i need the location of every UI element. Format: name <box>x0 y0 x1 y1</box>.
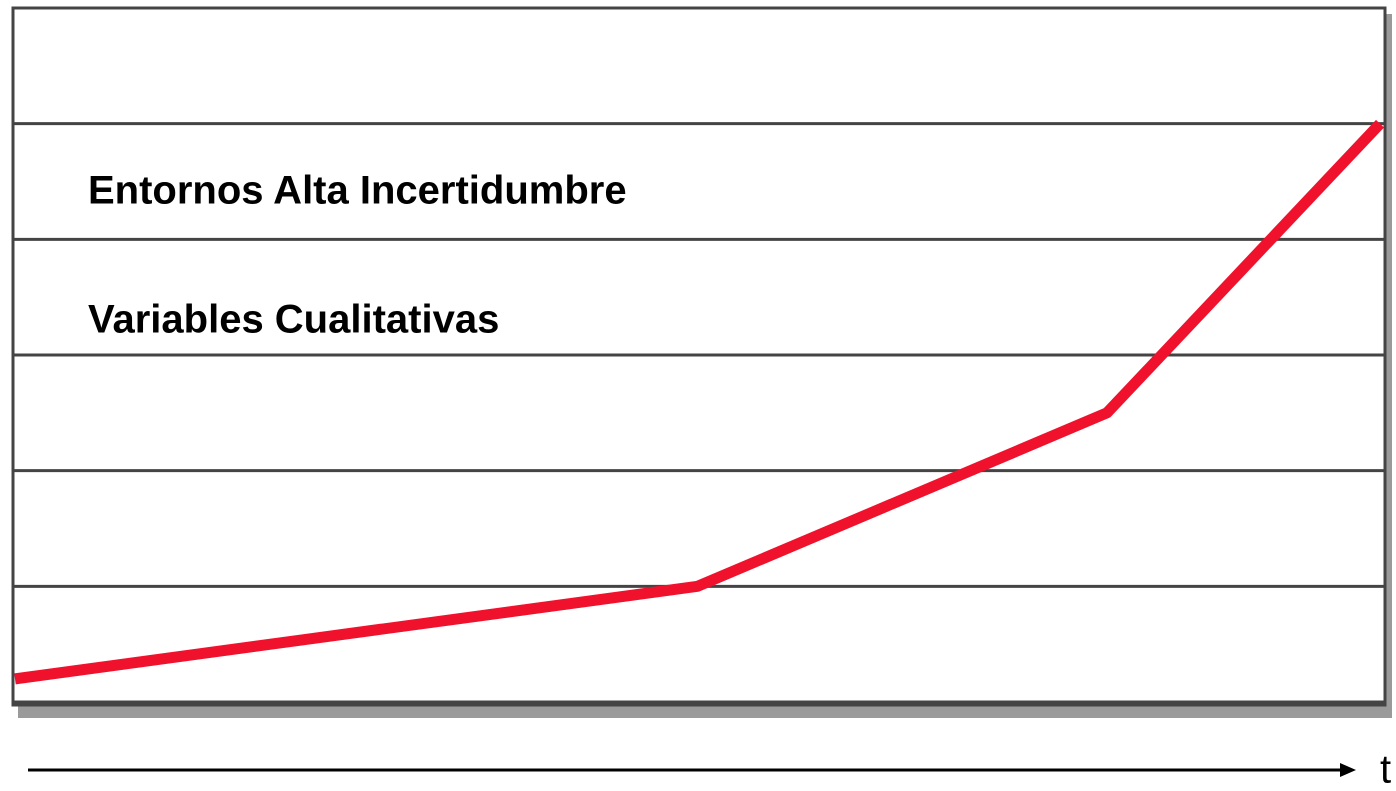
annotation: Variables Cualitativas <box>88 298 499 342</box>
x-axis-label: t <box>1380 748 1391 791</box>
axis-arrowhead <box>1340 763 1356 777</box>
data-line <box>14 119 1384 685</box>
lines <box>14 119 1384 685</box>
annotation: Entornos Alta Incertidumbre <box>88 169 627 213</box>
